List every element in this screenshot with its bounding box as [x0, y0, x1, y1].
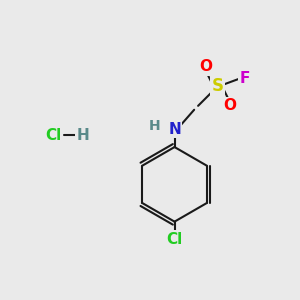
Text: Cl: Cl	[46, 128, 62, 143]
Text: O: O	[200, 59, 212, 74]
Text: O: O	[223, 98, 236, 113]
Text: S: S	[212, 77, 224, 95]
Text: H: H	[149, 119, 161, 134]
Text: H: H	[77, 128, 90, 143]
Text: Cl: Cl	[167, 232, 183, 247]
Text: F: F	[240, 71, 250, 86]
Text: N: N	[168, 122, 181, 137]
